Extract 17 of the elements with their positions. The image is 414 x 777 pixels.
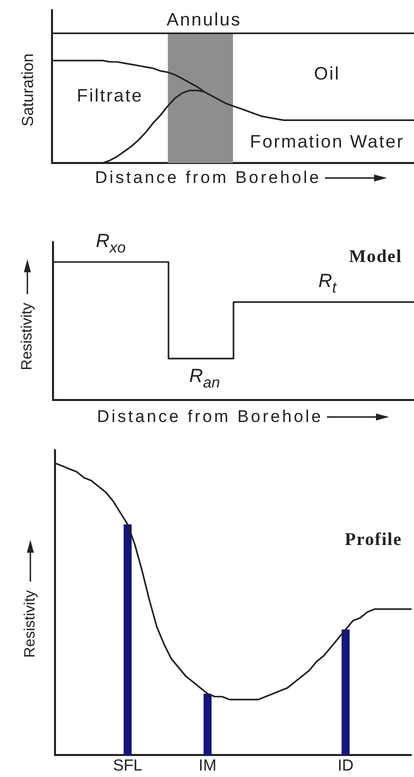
series-label: Annulus	[166, 10, 242, 31]
annotation: Filtrate	[76, 85, 144, 106]
text: Profile	[344, 529, 402, 550]
x-axis-title: Distance from Borehole	[97, 407, 324, 427]
y-axis-title: Resistivity	[21, 590, 39, 658]
x-tick-label: IM	[198, 758, 216, 774]
annotation: Oil	[314, 63, 340, 84]
x-tick-label: SFL	[112, 758, 142, 774]
annotation: R$_{an}$	[189, 366, 220, 392]
chart-title: Model	[349, 246, 402, 267]
y-axis-title: Resistivity	[18, 302, 36, 370]
annotation: R$_{t}$	[318, 271, 336, 297]
annotation: R$_{xo}$	[96, 231, 126, 257]
x-axis-title: Distance from Borehole	[95, 168, 322, 188]
annotation: Formation Water	[250, 132, 404, 153]
x-tick-label: ID	[338, 758, 354, 774]
y-axis-title: Saturation	[20, 54, 38, 126]
